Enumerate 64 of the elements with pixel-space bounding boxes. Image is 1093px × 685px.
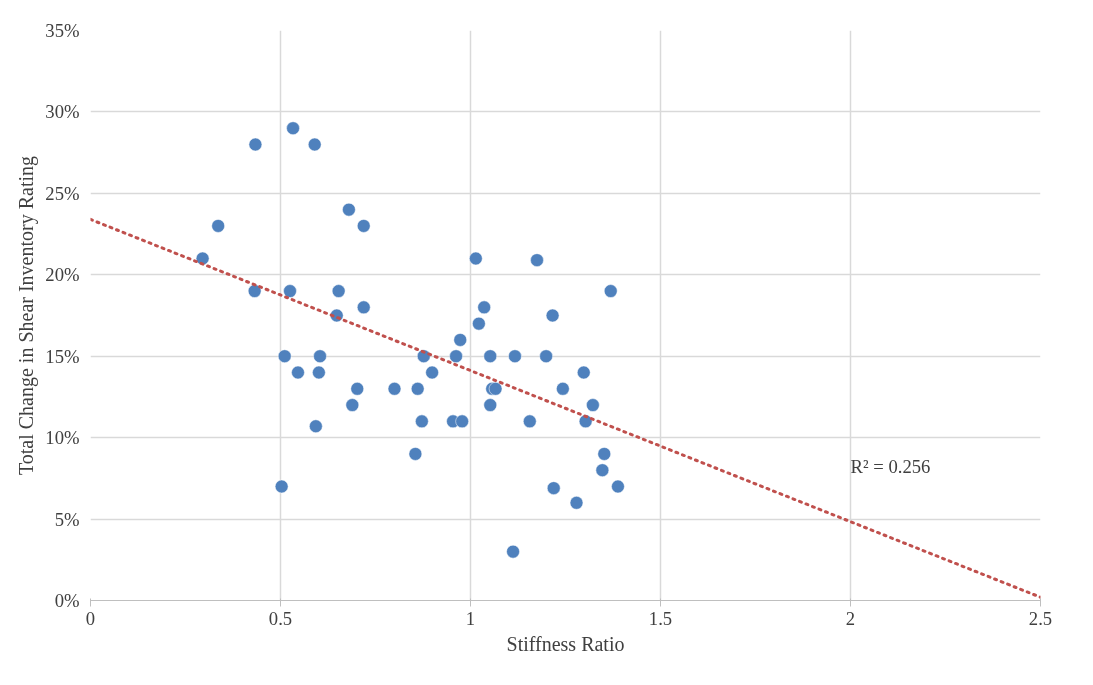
point — [556, 382, 570, 396]
y-tick-label: 20% — [45, 264, 80, 286]
point — [483, 398, 498, 412]
point — [453, 333, 467, 347]
point — [211, 219, 225, 233]
point — [488, 382, 503, 396]
point — [313, 349, 327, 363]
point — [506, 544, 520, 559]
point — [274, 479, 289, 494]
point — [387, 382, 402, 396]
point — [523, 414, 537, 429]
point — [408, 447, 423, 461]
point — [483, 349, 498, 363]
point — [539, 349, 553, 363]
point — [595, 463, 610, 477]
point — [545, 308, 560, 323]
point — [449, 349, 463, 363]
point — [508, 349, 522, 363]
y-tick-label: 10% — [45, 427, 80, 449]
point — [291, 365, 305, 380]
y-tick-label: 5% — [54, 508, 80, 530]
x-tick-label: 2 — [845, 607, 856, 629]
point — [586, 398, 600, 412]
x-tick-label: 2.5 — [1028, 607, 1053, 629]
x-tick-label: 0.5 — [268, 607, 293, 629]
point — [455, 414, 469, 429]
point — [472, 316, 486, 331]
x-tick-label: 1.5 — [648, 607, 673, 629]
point — [477, 300, 491, 315]
point — [277, 349, 292, 363]
y-tick-label: 25% — [45, 182, 80, 204]
y-tick-label: 30% — [45, 101, 80, 123]
y-tick-label: 0% — [54, 590, 80, 611]
point — [415, 414, 429, 429]
point — [603, 284, 618, 298]
point — [331, 284, 346, 298]
point — [345, 398, 360, 412]
point — [342, 202, 356, 217]
x-axis-title: Stiffness Ratio — [506, 632, 625, 655]
point — [597, 447, 612, 461]
annotation: R² = 0.256 — [850, 455, 931, 477]
point — [283, 284, 297, 298]
x-tick-label: 0 — [85, 607, 96, 629]
point — [425, 365, 439, 380]
point — [309, 419, 323, 433]
point — [247, 284, 262, 298]
point — [611, 479, 625, 494]
y-axis-title: Total Change in Shear Inventory Rating — [15, 155, 39, 476]
point — [569, 496, 584, 510]
point — [530, 253, 544, 267]
point — [356, 300, 371, 315]
point — [286, 121, 300, 135]
point — [469, 251, 483, 266]
point — [312, 365, 326, 380]
point — [576, 365, 591, 380]
point — [546, 481, 561, 495]
x-tick-label: 1 — [465, 607, 476, 629]
point — [350, 382, 365, 396]
y-tick-label: 15% — [45, 345, 80, 367]
point — [410, 382, 425, 396]
point — [356, 219, 371, 233]
point — [248, 137, 263, 152]
y-tick-label: 35% — [45, 20, 80, 41]
point — [307, 137, 322, 152]
